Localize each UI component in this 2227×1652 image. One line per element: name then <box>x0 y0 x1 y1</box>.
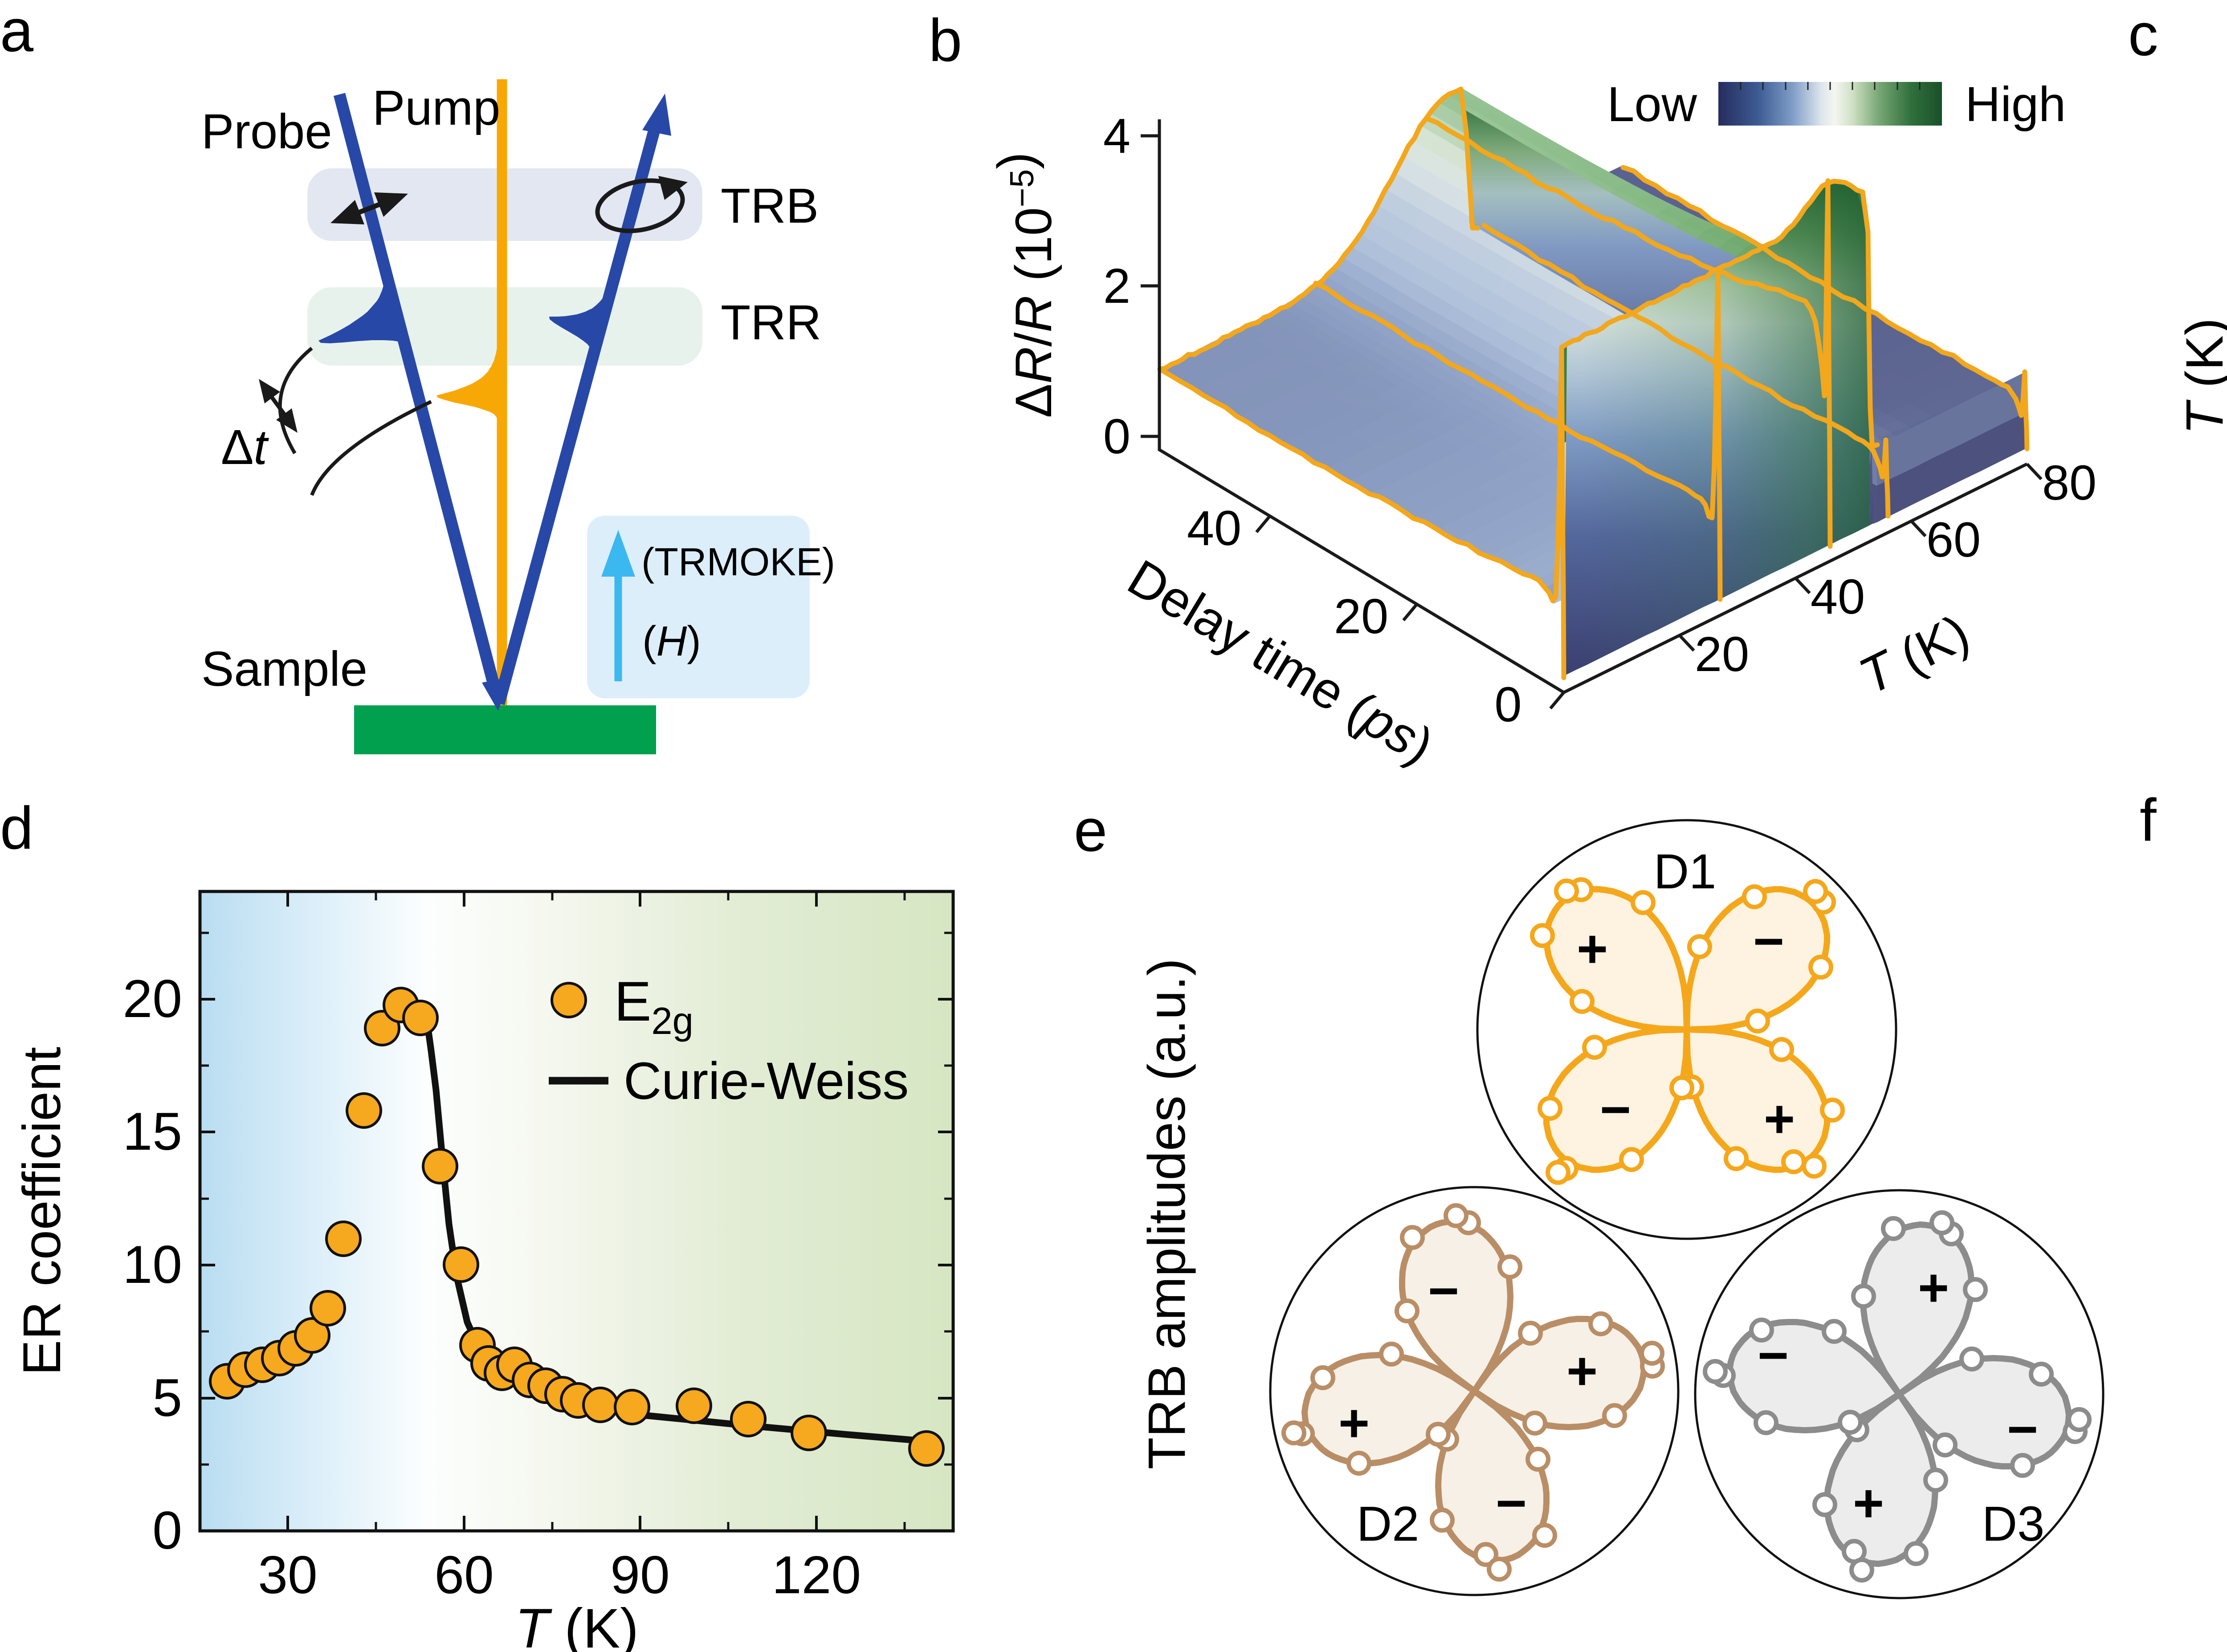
svg-text:D1: D1 <box>1654 844 1717 899</box>
svg-text:+: + <box>1577 919 1608 979</box>
svg-text:0: 0 <box>1494 677 1521 732</box>
svg-text:20: 20 <box>123 969 182 1029</box>
svg-text:−: − <box>1496 1473 1527 1533</box>
svg-text:f: f <box>2140 786 2157 854</box>
svg-text:Pump: Pump <box>372 81 500 135</box>
svg-text:90: 90 <box>610 1545 669 1605</box>
svg-text:T (K): T (K) <box>515 1598 639 1652</box>
svg-text:TRB: TRB <box>721 179 819 233</box>
svg-text:a: a <box>0 0 34 64</box>
svg-text:60: 60 <box>434 1545 494 1605</box>
svg-text:20: 20 <box>1334 589 1388 644</box>
svg-text:10: 10 <box>123 1235 182 1294</box>
svg-text:(H): (H) <box>642 618 701 665</box>
svg-text:+: + <box>1338 1393 1370 1453</box>
svg-text:−: − <box>1600 1080 1631 1139</box>
svg-text:40: 40 <box>1811 570 1865 624</box>
svg-text:Δt: Δt <box>221 420 269 475</box>
svg-text:2: 2 <box>1103 259 1130 313</box>
svg-text:40: 40 <box>1187 501 1241 556</box>
svg-text:4: 4 <box>1103 109 1130 163</box>
svg-text:Curie-Weiss: Curie-Weiss <box>624 1052 909 1111</box>
svg-text:d: d <box>0 794 33 862</box>
svg-text:0: 0 <box>1103 409 1130 464</box>
svg-text:−: − <box>1753 911 1784 971</box>
svg-text:+: + <box>1918 1258 1949 1318</box>
svg-text:Low: Low <box>1607 77 1697 132</box>
svg-text:+: + <box>1853 1473 1884 1533</box>
svg-text:D3: D3 <box>1982 1497 2045 1551</box>
svg-text:D2: D2 <box>1357 1497 1419 1551</box>
svg-text:−: − <box>1428 1261 1459 1321</box>
svg-text:15: 15 <box>123 1102 182 1161</box>
svg-text:+: + <box>1566 1341 1598 1401</box>
svg-text:30: 30 <box>258 1545 317 1605</box>
svg-text:5: 5 <box>152 1368 182 1428</box>
svg-text:0: 0 <box>152 1501 182 1560</box>
svg-text:(TRMOKE): (TRMOKE) <box>641 540 835 584</box>
svg-text:ER coefficient: ER coefficient <box>12 1047 72 1375</box>
svg-text:TRB amplitudes (a.u.): TRB amplitudes (a.u.) <box>1138 958 1196 1469</box>
svg-text:−: − <box>1758 1326 1789 1385</box>
svg-text:c: c <box>2128 1 2158 68</box>
svg-text:120: 120 <box>772 1545 861 1605</box>
svg-text:Sample: Sample <box>201 642 367 696</box>
svg-text:Probe: Probe <box>201 104 332 159</box>
svg-text:80: 80 <box>2042 456 2096 510</box>
svg-text:e: e <box>1074 797 1107 864</box>
svg-text:TRR: TRR <box>721 295 821 350</box>
svg-text:60: 60 <box>1926 513 1981 567</box>
svg-text:High: High <box>1965 77 2066 132</box>
svg-text:+: + <box>1764 1089 1795 1149</box>
svg-text:T (K): T (K) <box>2175 318 2227 435</box>
svg-text:b: b <box>929 7 962 74</box>
svg-text:20: 20 <box>1695 627 1749 682</box>
svg-text:−: − <box>2007 1400 2038 1459</box>
